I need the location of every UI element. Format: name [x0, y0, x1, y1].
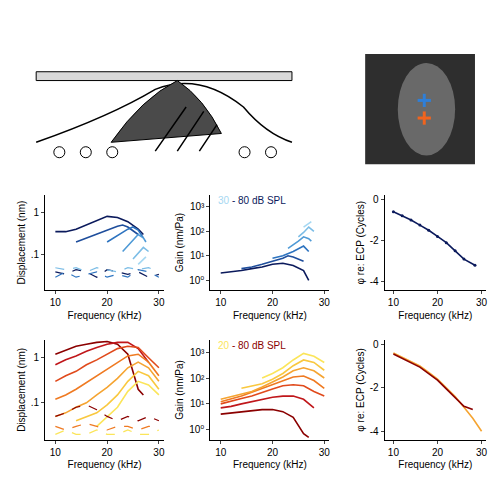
svg-text:Displacement (nm): Displacement (nm)	[16, 348, 27, 432]
svg-text:Displacement (nm): Displacement (nm)	[16, 201, 27, 285]
svg-text:0: 0	[373, 339, 379, 350]
svg-text:30: 30	[319, 447, 331, 458]
svg-text:10: 10	[388, 447, 400, 458]
svg-text:.1: .1	[31, 397, 40, 408]
svg-text:30: 30	[476, 297, 488, 308]
svg-text:20 - 80 dB SPL: 20 - 80 dB SPL	[218, 340, 286, 351]
svg-text:10³: 10³	[190, 201, 205, 212]
svg-text:20: 20	[267, 297, 279, 308]
svg-text:-4: -4	[370, 426, 379, 437]
svg-text:Frequency (kHz): Frequency (kHz)	[233, 310, 307, 321]
svg-text:10: 10	[50, 297, 62, 308]
svg-text:10⁰: 10⁰	[189, 424, 204, 435]
svg-text:.1: .1	[31, 249, 40, 260]
svg-text:10¹: 10¹	[190, 398, 205, 409]
svg-text:Frequency (kHz): Frequency (kHz)	[233, 459, 307, 470]
svg-text:20: 20	[267, 447, 279, 458]
svg-text:10: 10	[215, 447, 227, 458]
svg-text:1: 1	[33, 352, 39, 363]
svg-text:10³: 10³	[190, 347, 205, 358]
svg-text:10²: 10²	[190, 226, 205, 237]
svg-text:20: 20	[432, 447, 444, 458]
svg-text:10: 10	[50, 447, 62, 458]
svg-text:30 - 80 dB SPL: 30 - 80 dB SPL	[218, 195, 286, 206]
svg-text:-4: -4	[370, 276, 379, 287]
svg-text:1: 1	[33, 207, 39, 218]
svg-text:20: 20	[102, 447, 114, 458]
svg-text:10: 10	[388, 297, 400, 308]
svg-text:0: 0	[373, 194, 379, 205]
svg-text:Frequency (kHz): Frequency (kHz)	[68, 459, 142, 470]
svg-text:10²: 10²	[190, 373, 205, 384]
svg-text:φ re: ECP (Cycles): φ re: ECP (Cycles)	[355, 201, 366, 285]
svg-text:30: 30	[319, 297, 331, 308]
svg-text:Frequency (kHz): Frequency (kHz)	[398, 310, 472, 321]
svg-text:30: 30	[476, 447, 488, 458]
svg-text:30: 30	[153, 297, 165, 308]
svg-text:10⁰: 10⁰	[189, 275, 204, 286]
svg-text:-2: -2	[370, 235, 379, 246]
svg-text:Gain (nm/Pa): Gain (nm/Pa)	[174, 213, 185, 272]
svg-text:30: 30	[153, 447, 165, 458]
svg-text:φ re: ECP (Cycles): φ re: ECP (Cycles)	[355, 348, 366, 432]
svg-text:-2: -2	[370, 382, 379, 393]
svg-text:Gain (nm/Pa): Gain (nm/Pa)	[174, 360, 185, 419]
svg-text:Frequency (kHz): Frequency (kHz)	[398, 459, 472, 470]
svg-text:10¹: 10¹	[190, 250, 205, 261]
svg-text:Frequency (kHz): Frequency (kHz)	[68, 310, 142, 321]
svg-text:20: 20	[102, 297, 114, 308]
svg-text:20: 20	[432, 297, 444, 308]
svg-text:10: 10	[215, 297, 227, 308]
